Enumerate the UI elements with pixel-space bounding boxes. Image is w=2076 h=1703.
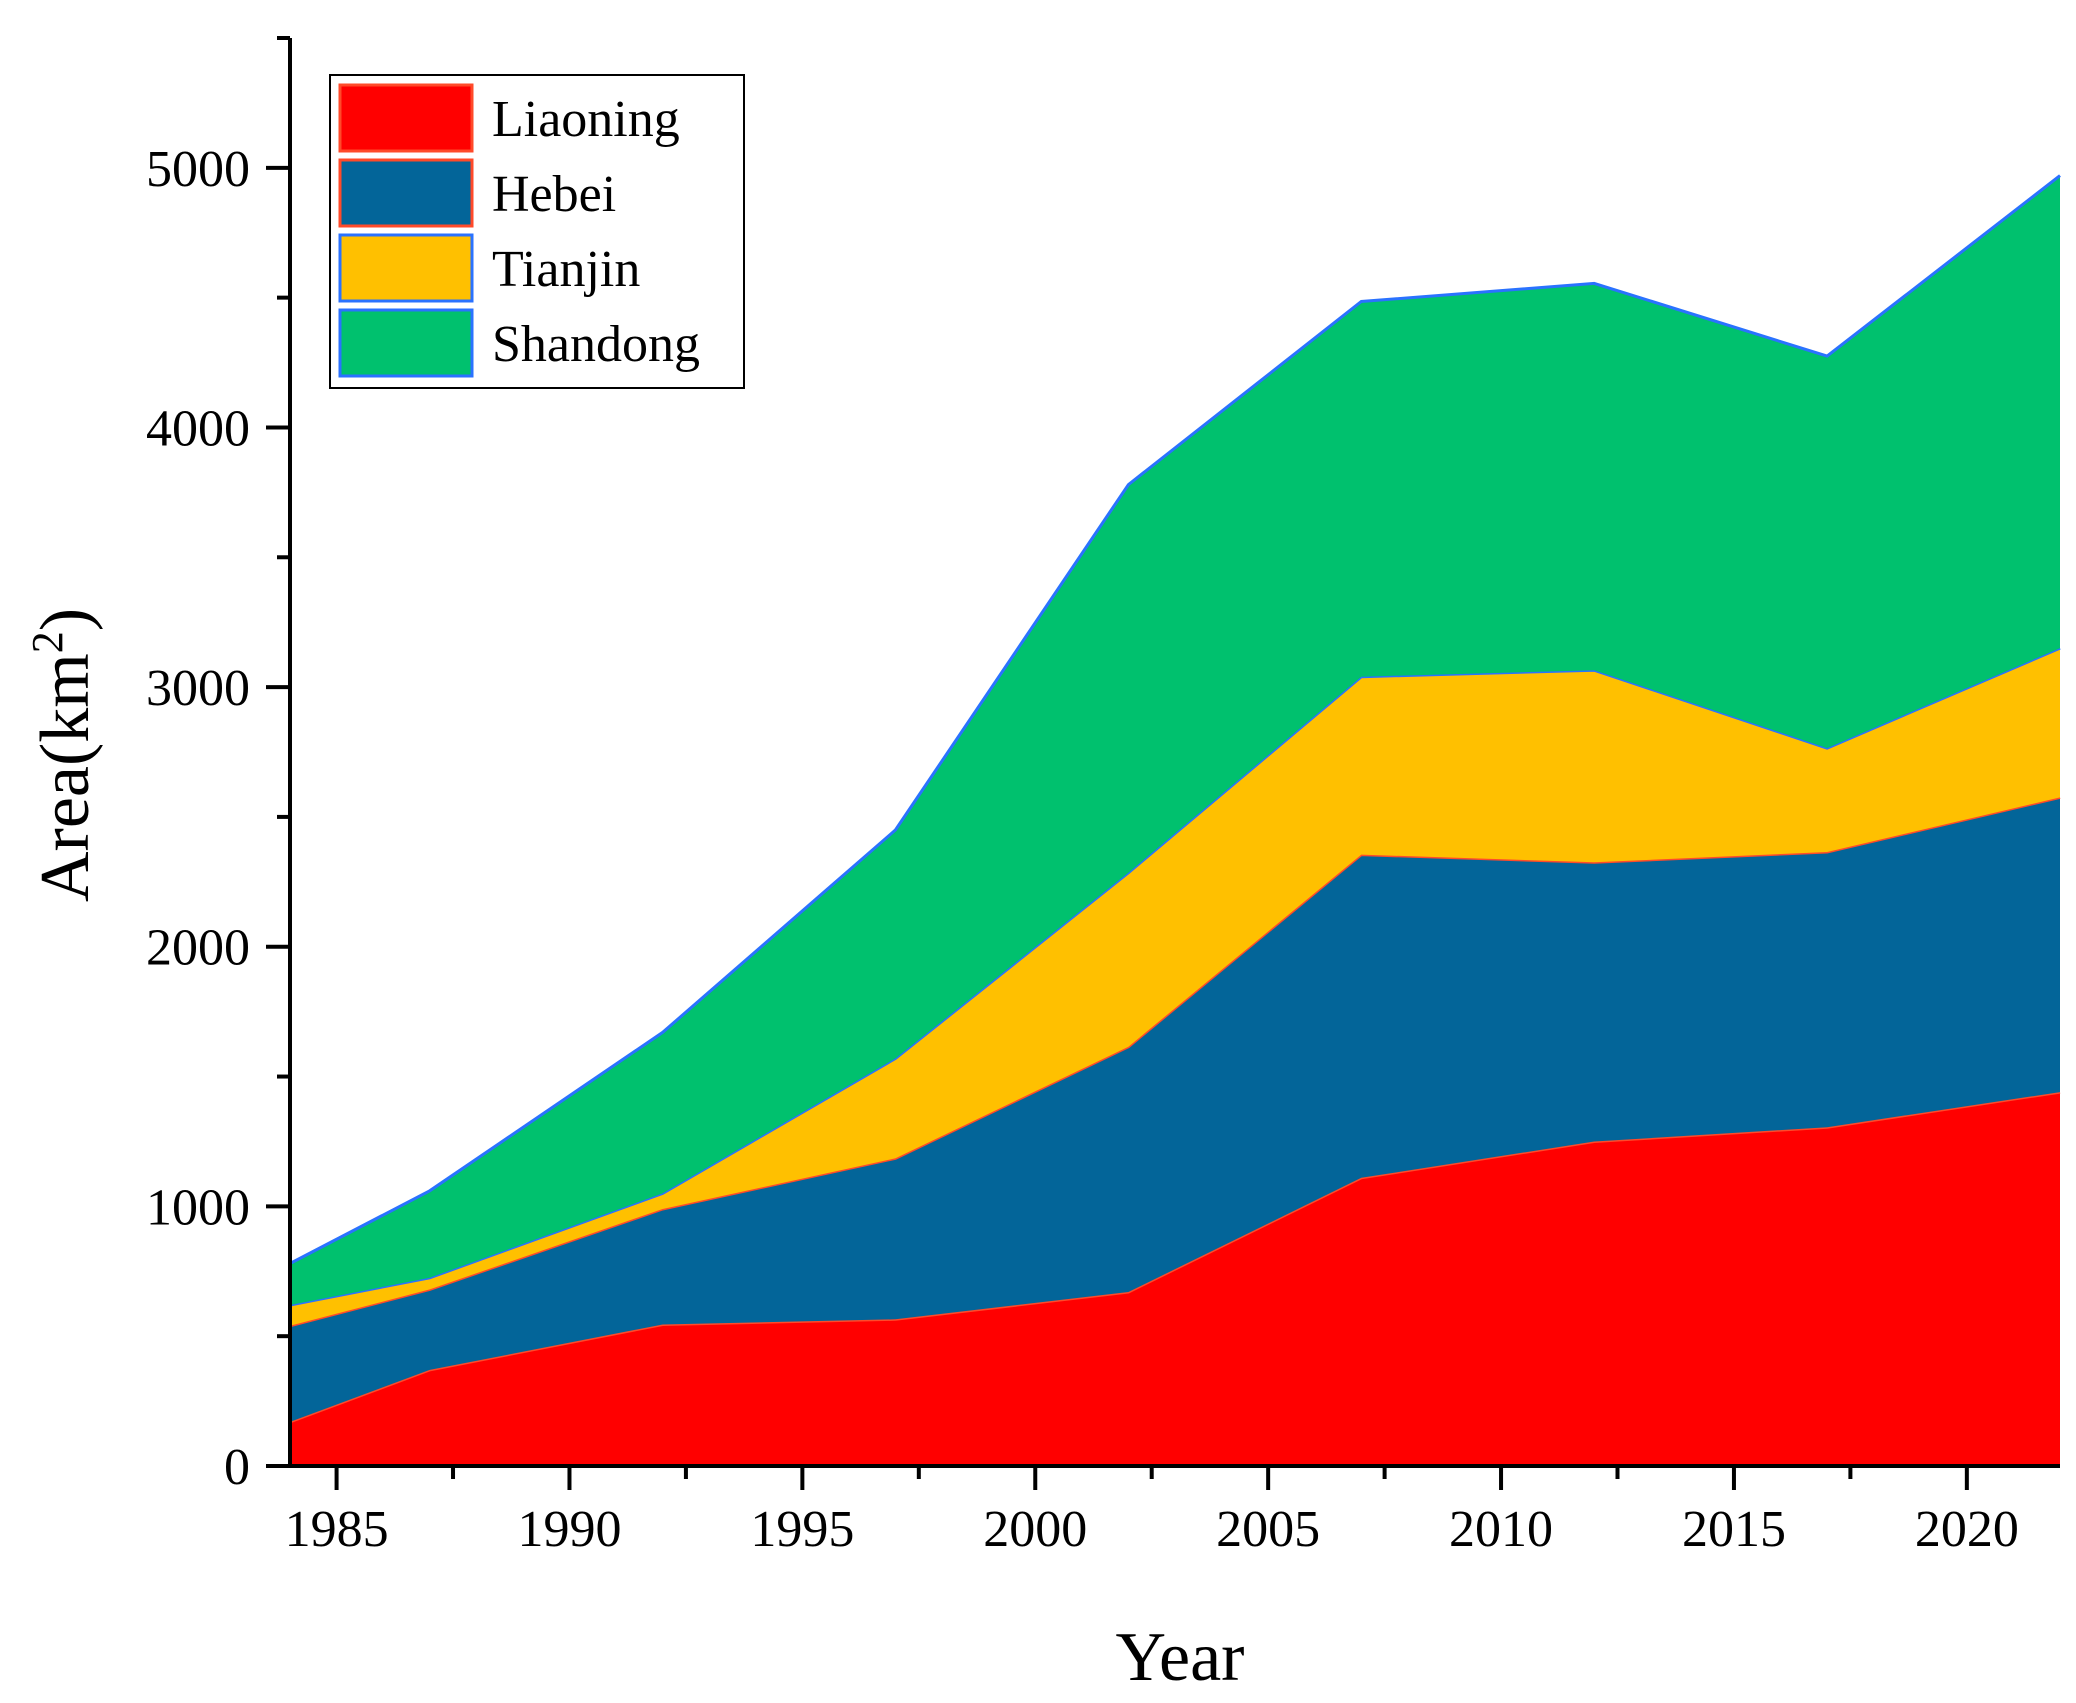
legend: Liaoning Hebei Tianjin Shandong (329, 74, 745, 389)
legend-swatch-tianjin (338, 233, 474, 303)
legend-swatch-shandong (338, 308, 474, 378)
legend-swatch-hebei (338, 158, 474, 228)
x-tick-label: 2000 (983, 1501, 1087, 1558)
area-hebei (290, 797, 2060, 1422)
x-ticks-group: 1985 1990 1995 2000 2005 2010 2015 2020 (285, 1466, 2019, 1558)
y-tick-label: 4000 (146, 400, 250, 457)
legend-label-liaoning: Liaoning (492, 91, 680, 148)
x-tick-label: 2005 (1216, 1501, 1320, 1558)
y-ticks-group: 0 1000 2000 3000 4000 5000 (146, 36, 290, 1496)
y-axis-title-main: Area(km (27, 653, 104, 902)
y-axis-title-superscript: 2 (23, 631, 72, 653)
y-tick-label: 1000 (146, 1179, 250, 1236)
x-tick-label: 1990 (517, 1501, 621, 1558)
x-tick-label: 2020 (1915, 1501, 2019, 1558)
area-liaoning (290, 1092, 2060, 1466)
area-tianjin (290, 648, 2060, 1326)
x-tick-label: 1995 (750, 1501, 854, 1558)
y-axis-title-close: ) (27, 608, 104, 631)
x-axis-title: Year (1116, 1619, 1245, 1696)
y-axis-title: Area(km2) (23, 608, 104, 902)
x-tick-label: 2010 (1449, 1501, 1553, 1558)
y-tick-label: 3000 (146, 660, 250, 717)
x-tick-label: 2015 (1682, 1501, 1786, 1558)
area-edge-shandong (289, 174, 2061, 1265)
x-tick-label: 1985 (285, 1501, 389, 1558)
legend-label-shandong: Shandong (492, 316, 700, 373)
legend-label-tianjin: Tianjin (492, 241, 640, 298)
y-tick-label: 5000 (146, 141, 250, 198)
axes-group (288, 38, 2060, 1468)
legend-swatch-liaoning (338, 83, 474, 153)
area-series-group (289, 174, 2061, 1466)
y-tick-label: 0 (224, 1439, 250, 1496)
y-tick-label: 2000 (146, 920, 250, 977)
legend-label-hebei: Hebei (492, 166, 616, 223)
area-shandong (290, 175, 2060, 1306)
